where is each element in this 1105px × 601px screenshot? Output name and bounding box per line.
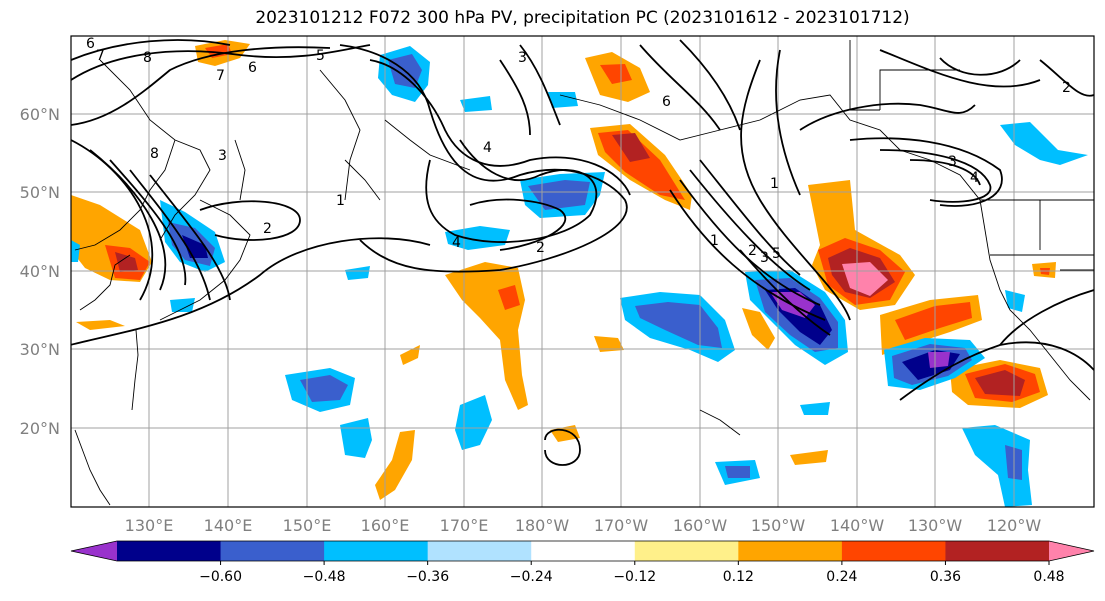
- contour-label: 5: [772, 246, 781, 262]
- contour-label: 6: [248, 60, 257, 76]
- contour-label: 3: [218, 148, 227, 164]
- colorbar-segment: [427, 541, 532, 561]
- lat-tick-label: 20°N: [20, 419, 60, 438]
- colorbar-segment: [634, 541, 739, 561]
- contour-label: 1: [770, 176, 779, 192]
- lon-axis: 130°E 140°E 150°E 160°E 170°E 180°W 170°…: [125, 516, 1042, 535]
- lon-tick-label: 140°W: [830, 516, 885, 535]
- lat-tick-label: 40°N: [20, 262, 60, 281]
- colorbar-extend-max: [1049, 541, 1094, 561]
- colorbar-segment: [945, 541, 1050, 561]
- contour-labels: 6 7 8 7 6 5 3 6 4 2 2 4 1 2 3 5 1 3 4 2 …: [86, 36, 1071, 266]
- plot-frame: [70, 35, 1095, 508]
- lon-tick-label: 170°W: [594, 516, 649, 535]
- colorbar-extend-min: [71, 541, 117, 561]
- lat-tick-label: 60°N: [20, 105, 60, 124]
- contour-label: 3: [760, 250, 769, 266]
- contour-label: 8: [150, 146, 159, 162]
- colorbar-tick-label: 0.12: [723, 569, 754, 585]
- colorbar-segment: [220, 541, 325, 561]
- lon-tick-label: 140°E: [204, 516, 253, 535]
- contour-label: 7: [96, 48, 105, 64]
- contour-label: 2: [263, 221, 272, 237]
- colorbar-tick-label: −0.48: [303, 569, 346, 585]
- contour-label: 6: [662, 94, 671, 110]
- lon-tick-label: 160°E: [361, 516, 410, 535]
- colorbar-tick-label: −0.12: [613, 569, 656, 585]
- colorbar-tick-label: 0.24: [826, 569, 857, 585]
- contour-label: 4: [970, 170, 979, 186]
- contour-label: 7: [216, 68, 225, 84]
- lon-tick-label: 150°E: [283, 516, 332, 535]
- colorbar-segment: [738, 541, 843, 561]
- colorbar-segment: [117, 541, 222, 561]
- lon-tick-label: 130°E: [125, 516, 174, 535]
- lon-tick-label: 170°E: [440, 516, 489, 535]
- pv-contours: [71, 39, 1094, 466]
- colorbar-tick-label: −0.24: [510, 569, 553, 585]
- contour-label: 2: [1062, 80, 1071, 96]
- lon-tick-label: 120°W: [987, 516, 1042, 535]
- contour-label: 3: [518, 50, 527, 66]
- coastlines: [74, 40, 1094, 506]
- lon-tick-label: 150°W: [751, 516, 806, 535]
- lon-tick-label: 130°W: [908, 516, 963, 535]
- contour-label: 2: [536, 240, 545, 256]
- contour-label: 4: [483, 140, 492, 156]
- lon-tick-label: 160°W: [673, 516, 728, 535]
- contour-label: 5: [316, 48, 325, 64]
- colorbar-tick-label: 0.48: [1033, 569, 1064, 585]
- lat-tick-label: 30°N: [20, 340, 60, 359]
- contour-label: 6: [86, 36, 95, 52]
- colorbar: −0.60 −0.48 −0.36 −0.24 −0.12 0.12 0.24 0.36 0.4…: [70, 540, 1095, 585]
- colorbar-segment: [841, 541, 946, 561]
- contour-label: 1: [336, 193, 345, 209]
- contour-label: 8: [143, 50, 152, 66]
- colorbar-tick-label: 0.36: [930, 569, 961, 585]
- contour-label: 3: [948, 154, 957, 170]
- lat-axis: 60°N 50°N 40°N 30°N 20°N: [20, 105, 60, 438]
- colorbar-tick-label: −0.60: [199, 569, 242, 585]
- contour-label: 2: [748, 243, 757, 259]
- lon-tick-label: 180°W: [515, 516, 570, 535]
- colorbar-segment: [531, 541, 636, 561]
- colorbar-outline: [70, 540, 1095, 562]
- map-title: 2023101212 F072 300 hPa PV, precipitatio…: [255, 8, 910, 28]
- contour-label: 4: [452, 235, 461, 251]
- colorbar-tick-label: −0.36: [406, 569, 449, 585]
- contour-label: 1: [710, 233, 719, 249]
- lat-tick-label: 50°N: [20, 183, 60, 202]
- colorbar-segment: [324, 541, 429, 561]
